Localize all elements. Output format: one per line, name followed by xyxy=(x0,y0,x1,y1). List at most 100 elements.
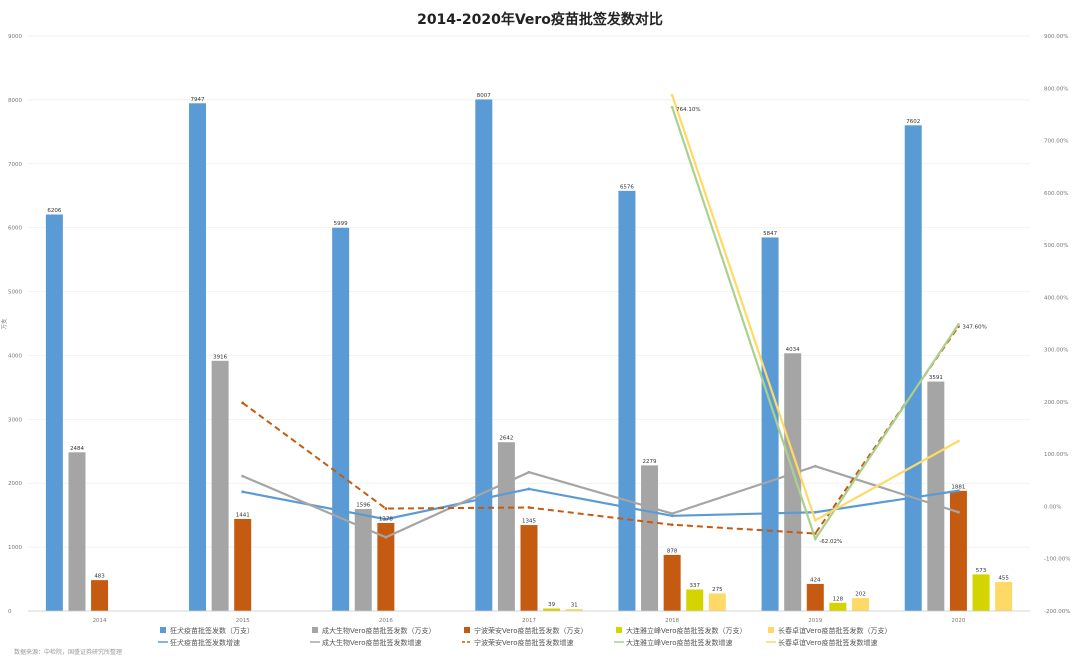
legend: 狂犬疫苗批签发数（万支） 成大生物Vero疫苗批签发数（万支） 宁波荣安Vero疫苗… xyxy=(158,626,892,647)
bar xyxy=(377,522,395,611)
x-tick-label: 2017 xyxy=(522,618,536,624)
bar-value-label: 7602 xyxy=(906,119,920,125)
x-tick-label: 2015 xyxy=(236,618,250,624)
y2-tick-label: 0.00% xyxy=(1044,504,1061,510)
y-tick-label: 2000 xyxy=(8,481,22,487)
bar xyxy=(949,490,967,611)
bar-value-label: 1596 xyxy=(356,503,370,509)
bar-value-label: 1345 xyxy=(522,519,536,525)
line-point xyxy=(241,474,245,478)
line-point xyxy=(670,105,674,109)
y2-tick-label: 200.00% xyxy=(1044,400,1068,406)
legend-label: 宁波荣安Vero疫苗批签发数（万支） xyxy=(474,626,588,635)
y2-tick-label: 900.00% xyxy=(1044,34,1068,40)
bar-value-label: 7947 xyxy=(191,97,205,103)
chart-footnote: 数据来源：中检院，国盛证券研究所整理 xyxy=(14,648,122,656)
bar-value-label: 1441 xyxy=(236,512,250,518)
line-point xyxy=(384,535,388,539)
bar-value-label: 424 xyxy=(810,577,821,583)
legend-label: 宁波荣安Vero疫苗批签发数增速 xyxy=(474,638,574,647)
y-tick-label: 3000 xyxy=(8,417,22,423)
bar xyxy=(829,602,847,611)
y2-tick-label: 800.00% xyxy=(1044,86,1068,92)
line-point xyxy=(670,512,674,516)
legend-swatch xyxy=(768,627,774,633)
legend-swatch xyxy=(616,627,622,633)
growth-line xyxy=(242,487,959,521)
chart-title: 2014-2020年Vero疫苗批签发数对比 xyxy=(417,11,663,28)
bar xyxy=(686,589,704,611)
bar-value-label: 573 xyxy=(976,568,987,574)
line-point xyxy=(813,518,817,522)
bar-value-label: 1378 xyxy=(379,516,393,522)
line-point xyxy=(384,517,388,521)
bar xyxy=(618,190,636,611)
legend-label: 成大生物Vero疫苗批签发数增速 xyxy=(322,638,422,647)
line-point xyxy=(957,439,960,443)
legend-label: 大连雅立峰Vero疫苗批签发数（万支） xyxy=(626,626,747,635)
x-tick-label: 2019 xyxy=(808,618,822,624)
y-axis-label: 万支 xyxy=(0,318,8,330)
legend-label: 狂犬疫苗批签发数增速 xyxy=(170,638,240,647)
line-value-label: 764.10% xyxy=(676,107,700,113)
bar-value-label: 483 xyxy=(94,574,105,580)
line-point xyxy=(813,510,817,514)
x-tick-label: 2020 xyxy=(951,618,965,624)
legend-label: 长春卓谊Vero疫苗批签发数（万支） xyxy=(778,626,892,635)
bar-value-label: 5999 xyxy=(334,221,348,227)
bar-value-label: 4034 xyxy=(786,347,800,353)
y2-tick-label: 600.00% xyxy=(1044,191,1068,197)
bar xyxy=(543,608,561,611)
line-point xyxy=(527,506,531,509)
bar xyxy=(806,583,824,611)
growth-lines xyxy=(241,93,960,542)
line-point xyxy=(957,489,960,493)
bar-value-label: 455 xyxy=(998,575,1009,581)
line-point xyxy=(384,507,388,510)
bar xyxy=(708,593,726,611)
bar-value-label: 337 xyxy=(689,583,700,589)
bar xyxy=(354,509,372,611)
bar-value-label: 275 xyxy=(712,587,723,593)
line-value-label: 347.60% xyxy=(962,325,986,331)
line-point xyxy=(670,514,674,518)
bar xyxy=(68,452,86,611)
line-point xyxy=(241,401,245,405)
x-tick-label: 2014 xyxy=(93,618,107,624)
line-value-label: -62.02% xyxy=(819,539,842,545)
bar xyxy=(761,237,779,612)
bar-value-label: 202 xyxy=(855,592,866,598)
line-point xyxy=(241,490,245,494)
bar xyxy=(995,581,1013,611)
bar xyxy=(520,525,538,611)
legend-label: 狂犬疫苗批签发数（万支） xyxy=(170,626,254,635)
y2-tick-label: 700.00% xyxy=(1044,139,1068,145)
y-tick-label: 1000 xyxy=(8,545,22,551)
y2-tick-label: 300.00% xyxy=(1044,348,1068,354)
line-point xyxy=(813,464,817,468)
bar xyxy=(851,598,869,611)
bar xyxy=(927,381,945,611)
bar-value-label: 878 xyxy=(667,548,678,554)
line-point xyxy=(957,510,960,514)
bar-value-label: 6576 xyxy=(620,184,634,190)
x-tick-label: 2016 xyxy=(379,618,393,624)
line-point xyxy=(957,323,960,326)
bar-value-label: 3916 xyxy=(213,354,227,360)
bar-value-label: 6206 xyxy=(47,208,61,214)
bar xyxy=(641,465,659,611)
bar-value-label: 1881 xyxy=(951,484,965,490)
bar xyxy=(91,580,109,611)
bar xyxy=(497,442,515,611)
growth-line xyxy=(242,326,960,535)
bar xyxy=(784,353,802,611)
data-labels: 6206 7947 5999 8007 6576 5847 7602 2484 3916 1596… xyxy=(47,93,1009,609)
y-tick-label: 4000 xyxy=(8,353,22,359)
gridlines xyxy=(28,35,1030,612)
growth-line xyxy=(242,465,959,539)
bar xyxy=(475,99,493,612)
bar-value-label: 128 xyxy=(833,596,844,602)
bar xyxy=(45,214,63,611)
